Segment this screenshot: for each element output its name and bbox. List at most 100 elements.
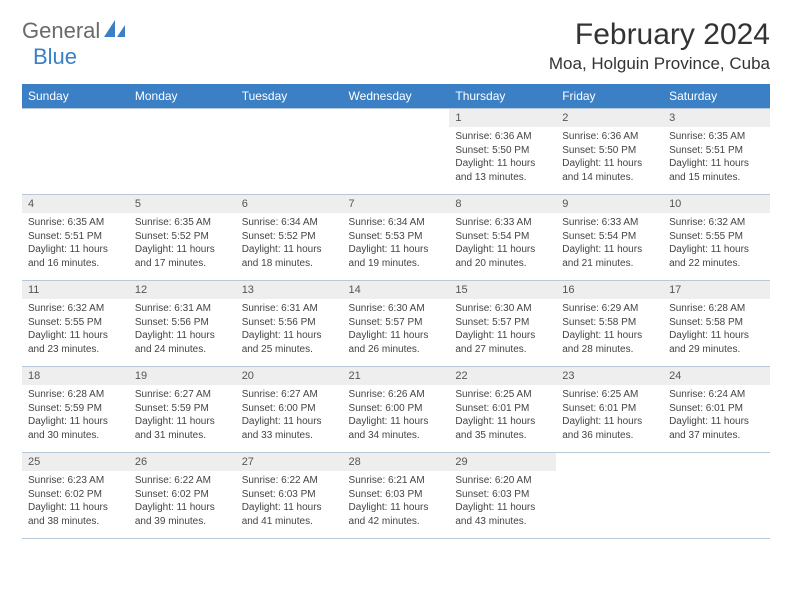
weekday-header: Saturday	[663, 84, 770, 109]
day-number: 2	[556, 109, 663, 127]
sunset-line: Sunset: 5:58 PM	[562, 316, 657, 330]
calendar-cell	[663, 453, 770, 539]
day-details: Sunrise: 6:33 AMSunset: 5:54 PMDaylight:…	[449, 213, 556, 276]
day-details: Sunrise: 6:33 AMSunset: 5:54 PMDaylight:…	[556, 213, 663, 276]
daylight-line: Daylight: 11 hours and 18 minutes.	[242, 243, 337, 270]
sunrise-line: Sunrise: 6:31 AM	[135, 302, 230, 316]
calendar-cell: 27Sunrise: 6:22 AMSunset: 6:03 PMDayligh…	[236, 453, 343, 539]
sunrise-line: Sunrise: 6:27 AM	[135, 388, 230, 402]
day-details: Sunrise: 6:30 AMSunset: 5:57 PMDaylight:…	[343, 299, 450, 362]
day-number: 3	[663, 109, 770, 127]
daylight-line: Daylight: 11 hours and 39 minutes.	[135, 501, 230, 528]
calendar-cell: 15Sunrise: 6:30 AMSunset: 5:57 PMDayligh…	[449, 281, 556, 367]
weekday-header: Tuesday	[236, 84, 343, 109]
day-details: Sunrise: 6:24 AMSunset: 6:01 PMDaylight:…	[663, 385, 770, 448]
calendar-cell: 16Sunrise: 6:29 AMSunset: 5:58 PMDayligh…	[556, 281, 663, 367]
calendar-cell	[556, 453, 663, 539]
header: General February 2024 Moa, Holguin Provi…	[22, 18, 770, 74]
daylight-line: Daylight: 11 hours and 31 minutes.	[135, 415, 230, 442]
calendar-table: Sunday Monday Tuesday Wednesday Thursday…	[22, 84, 770, 539]
weekday-header: Monday	[129, 84, 236, 109]
day-number: 21	[343, 367, 450, 385]
calendar-cell: 10Sunrise: 6:32 AMSunset: 5:55 PMDayligh…	[663, 195, 770, 281]
day-details: Sunrise: 6:32 AMSunset: 5:55 PMDaylight:…	[22, 299, 129, 362]
day-number: 25	[22, 453, 129, 471]
daylight-line: Daylight: 11 hours and 35 minutes.	[455, 415, 550, 442]
day-details: Sunrise: 6:35 AMSunset: 5:51 PMDaylight:…	[22, 213, 129, 276]
calendar-cell: 4Sunrise: 6:35 AMSunset: 5:51 PMDaylight…	[22, 195, 129, 281]
weekday-header-row: Sunday Monday Tuesday Wednesday Thursday…	[22, 84, 770, 109]
day-number: 4	[22, 195, 129, 213]
day-details: Sunrise: 6:34 AMSunset: 5:52 PMDaylight:…	[236, 213, 343, 276]
calendar-cell: 8Sunrise: 6:33 AMSunset: 5:54 PMDaylight…	[449, 195, 556, 281]
logo-blue-text-wrap: Blue	[33, 44, 77, 70]
sunrise-line: Sunrise: 6:32 AM	[28, 302, 123, 316]
day-details: Sunrise: 6:21 AMSunset: 6:03 PMDaylight:…	[343, 471, 450, 534]
day-details: Sunrise: 6:29 AMSunset: 5:58 PMDaylight:…	[556, 299, 663, 362]
day-details: Sunrise: 6:27 AMSunset: 5:59 PMDaylight:…	[129, 385, 236, 448]
calendar-cell: 3Sunrise: 6:35 AMSunset: 5:51 PMDaylight…	[663, 109, 770, 195]
day-details: Sunrise: 6:26 AMSunset: 6:00 PMDaylight:…	[343, 385, 450, 448]
sunset-line: Sunset: 6:01 PM	[562, 402, 657, 416]
calendar-cell: 2Sunrise: 6:36 AMSunset: 5:50 PMDaylight…	[556, 109, 663, 195]
sunrise-line: Sunrise: 6:24 AM	[669, 388, 764, 402]
daylight-line: Daylight: 11 hours and 34 minutes.	[349, 415, 444, 442]
calendar-cell: 25Sunrise: 6:23 AMSunset: 6:02 PMDayligh…	[22, 453, 129, 539]
day-number: 13	[236, 281, 343, 299]
sunrise-line: Sunrise: 6:32 AM	[669, 216, 764, 230]
sunrise-line: Sunrise: 6:23 AM	[28, 474, 123, 488]
sunset-line: Sunset: 6:03 PM	[455, 488, 550, 502]
sunset-line: Sunset: 5:51 PM	[669, 144, 764, 158]
day-details: Sunrise: 6:36 AMSunset: 5:50 PMDaylight:…	[449, 127, 556, 190]
daylight-line: Daylight: 11 hours and 37 minutes.	[669, 415, 764, 442]
calendar-cell: 13Sunrise: 6:31 AMSunset: 5:56 PMDayligh…	[236, 281, 343, 367]
day-details: Sunrise: 6:27 AMSunset: 6:00 PMDaylight:…	[236, 385, 343, 448]
sunrise-line: Sunrise: 6:26 AM	[349, 388, 444, 402]
sunset-line: Sunset: 5:56 PM	[242, 316, 337, 330]
calendar-cell: 6Sunrise: 6:34 AMSunset: 5:52 PMDaylight…	[236, 195, 343, 281]
day-number: 24	[663, 367, 770, 385]
sunset-line: Sunset: 6:01 PM	[669, 402, 764, 416]
calendar-cell: 26Sunrise: 6:22 AMSunset: 6:02 PMDayligh…	[129, 453, 236, 539]
daylight-line: Daylight: 11 hours and 22 minutes.	[669, 243, 764, 270]
calendar-cell: 9Sunrise: 6:33 AMSunset: 5:54 PMDaylight…	[556, 195, 663, 281]
sunset-line: Sunset: 5:52 PM	[135, 230, 230, 244]
sunset-line: Sunset: 6:01 PM	[455, 402, 550, 416]
sunrise-line: Sunrise: 6:22 AM	[135, 474, 230, 488]
calendar-cell: 7Sunrise: 6:34 AMSunset: 5:53 PMDaylight…	[343, 195, 450, 281]
sunset-line: Sunset: 5:54 PM	[455, 230, 550, 244]
day-number: 28	[343, 453, 450, 471]
day-number: 17	[663, 281, 770, 299]
daylight-line: Daylight: 11 hours and 15 minutes.	[669, 157, 764, 184]
day-details: Sunrise: 6:31 AMSunset: 5:56 PMDaylight:…	[236, 299, 343, 362]
daylight-line: Daylight: 11 hours and 29 minutes.	[669, 329, 764, 356]
day-details: Sunrise: 6:28 AMSunset: 5:58 PMDaylight:…	[663, 299, 770, 362]
sunrise-line: Sunrise: 6:36 AM	[562, 130, 657, 144]
sunset-line: Sunset: 5:52 PM	[242, 230, 337, 244]
day-details: Sunrise: 6:25 AMSunset: 6:01 PMDaylight:…	[556, 385, 663, 448]
sunset-line: Sunset: 5:55 PM	[669, 230, 764, 244]
sunrise-line: Sunrise: 6:29 AM	[562, 302, 657, 316]
sunrise-line: Sunrise: 6:33 AM	[455, 216, 550, 230]
day-details: Sunrise: 6:31 AMSunset: 5:56 PMDaylight:…	[129, 299, 236, 362]
daylight-line: Daylight: 11 hours and 23 minutes.	[28, 329, 123, 356]
sunrise-line: Sunrise: 6:28 AM	[28, 388, 123, 402]
calendar-row: 25Sunrise: 6:23 AMSunset: 6:02 PMDayligh…	[22, 453, 770, 539]
calendar-cell: 24Sunrise: 6:24 AMSunset: 6:01 PMDayligh…	[663, 367, 770, 453]
day-number: 14	[343, 281, 450, 299]
day-number: 29	[449, 453, 556, 471]
logo: General	[22, 18, 128, 44]
calendar-cell: 12Sunrise: 6:31 AMSunset: 5:56 PMDayligh…	[129, 281, 236, 367]
location: Moa, Holguin Province, Cuba	[549, 54, 770, 74]
day-details: Sunrise: 6:32 AMSunset: 5:55 PMDaylight:…	[663, 213, 770, 276]
sunrise-line: Sunrise: 6:30 AM	[349, 302, 444, 316]
sunset-line: Sunset: 5:59 PM	[28, 402, 123, 416]
day-number: 23	[556, 367, 663, 385]
sunset-line: Sunset: 6:03 PM	[349, 488, 444, 502]
calendar-cell: 17Sunrise: 6:28 AMSunset: 5:58 PMDayligh…	[663, 281, 770, 367]
daylight-line: Daylight: 11 hours and 33 minutes.	[242, 415, 337, 442]
day-number: 8	[449, 195, 556, 213]
sunrise-line: Sunrise: 6:34 AM	[242, 216, 337, 230]
sunset-line: Sunset: 5:56 PM	[135, 316, 230, 330]
sunset-line: Sunset: 5:51 PM	[28, 230, 123, 244]
